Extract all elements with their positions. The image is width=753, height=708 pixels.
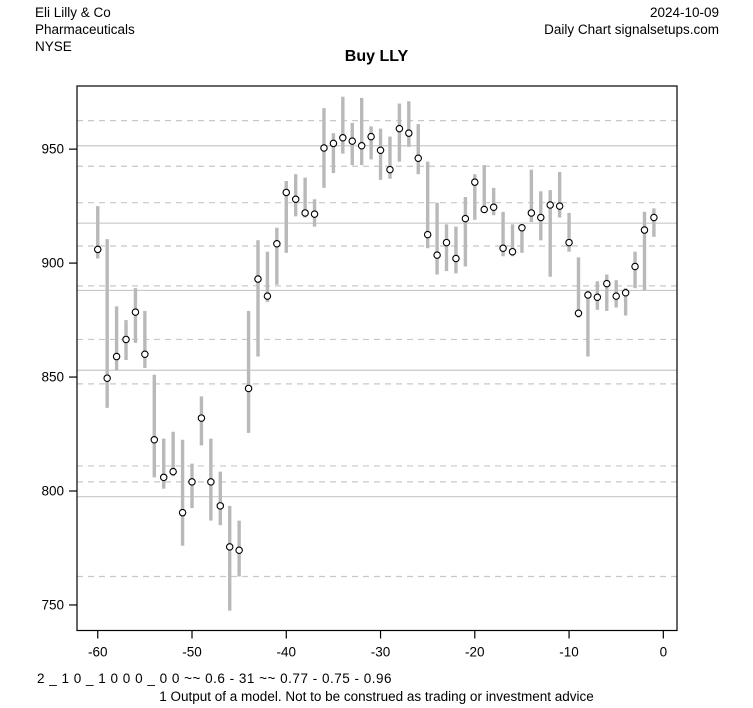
close-marker <box>320 144 328 152</box>
close-marker <box>178 508 187 517</box>
close-marker <box>263 292 272 300</box>
axis-ticks-labels: 750 800 850 900 950 -60 -50 -40 -30 -20 -10 0 <box>41 142 667 660</box>
close-marker <box>433 251 441 259</box>
close-marker <box>386 165 394 174</box>
x-tick-label: -30 <box>371 645 391 660</box>
close-marker <box>254 275 262 283</box>
close-marker <box>395 124 404 133</box>
x-tick-label: 0 <box>660 645 668 660</box>
close-marker <box>225 543 234 551</box>
close-marker <box>357 141 366 150</box>
x-tick-label: -20 <box>465 645 485 660</box>
close-marker <box>216 502 225 510</box>
close-marker <box>112 352 121 361</box>
dashed-gridlines <box>77 120 677 578</box>
close-marker <box>141 350 149 359</box>
close-marker <box>518 224 526 232</box>
model-output-text: 2 _ 1 0 _ 1 0 0 0 _ 0 0 ~~ 0.6 - 31 ~~ 0… <box>37 671 392 686</box>
y-tick-label: 950 <box>41 142 64 157</box>
close-marker <box>207 478 215 486</box>
close-marker <box>414 154 422 163</box>
close-marker <box>291 195 300 204</box>
plot-box <box>76 85 678 632</box>
close-marker <box>640 226 649 234</box>
x-tick-label: -60 <box>88 645 108 660</box>
close-marker <box>565 238 573 247</box>
page-title: Buy LLY <box>344 48 409 65</box>
close-marker <box>339 133 347 142</box>
exchange-label: NYSE <box>35 39 72 54</box>
close-marker <box>489 203 498 212</box>
close-marker <box>367 132 375 141</box>
price-range-bars <box>96 96 656 611</box>
close-marker <box>650 213 658 222</box>
close-marker <box>593 293 602 302</box>
close-marker <box>574 309 583 317</box>
close-marker <box>169 467 177 476</box>
close-marker <box>631 262 639 271</box>
x-tick-label: -40 <box>277 645 297 660</box>
close-marker <box>546 201 554 209</box>
close-marker <box>103 374 111 382</box>
close-marker <box>150 435 159 444</box>
close-marker <box>480 205 488 214</box>
close-marker <box>159 473 168 482</box>
sector-label: Pharmaceuticals <box>35 22 135 37</box>
close-marker <box>273 239 281 248</box>
close-marker <box>329 139 338 148</box>
close-marker <box>621 288 630 297</box>
close-marker <box>471 178 479 186</box>
close-marker <box>310 210 319 218</box>
close-marker <box>423 230 432 239</box>
header-left: Eli Lilly & Co Pharmaceuticals NYSE <box>35 4 135 55</box>
close-marker <box>461 214 470 223</box>
disclaimer-text: 1 Output of a model. Not to be construed… <box>159 689 594 704</box>
x-tick-label: -10 <box>559 645 579 660</box>
close-marker <box>235 546 243 555</box>
chart-source-label: Daily Chart signalsetups.com <box>544 22 719 37</box>
close-marker <box>499 244 507 253</box>
chart-date: 2024-10-09 <box>649 5 719 20</box>
close-marker <box>131 308 140 316</box>
close-markers <box>93 124 658 555</box>
close-marker <box>584 291 592 299</box>
close-marker <box>244 384 253 393</box>
y-tick-label: 850 <box>41 370 64 385</box>
close-marker <box>527 209 536 217</box>
y-tick-label: 900 <box>41 256 64 271</box>
close-marker <box>508 247 517 256</box>
close-marker <box>452 254 460 263</box>
close-marker <box>93 245 102 254</box>
close-marker <box>122 335 130 344</box>
close-marker <box>282 188 291 197</box>
close-marker <box>442 238 451 247</box>
close-marker <box>603 279 611 288</box>
close-marker <box>376 146 385 155</box>
close-marker <box>537 213 545 222</box>
header-right: 2024-10-09 Daily Chart signalsetups.com <box>544 4 719 38</box>
close-marker <box>188 478 196 486</box>
close-marker <box>301 209 309 217</box>
y-tick-label: 750 <box>41 597 64 612</box>
y-tick-label: 800 <box>41 484 64 499</box>
plot-frame <box>76 85 678 632</box>
close-marker <box>348 137 357 145</box>
close-marker <box>555 202 564 210</box>
company-name: Eli Lilly & Co <box>35 5 111 20</box>
close-marker <box>405 129 413 137</box>
close-marker <box>612 292 620 300</box>
x-tick-label: -50 <box>182 645 202 660</box>
close-marker <box>197 414 206 422</box>
